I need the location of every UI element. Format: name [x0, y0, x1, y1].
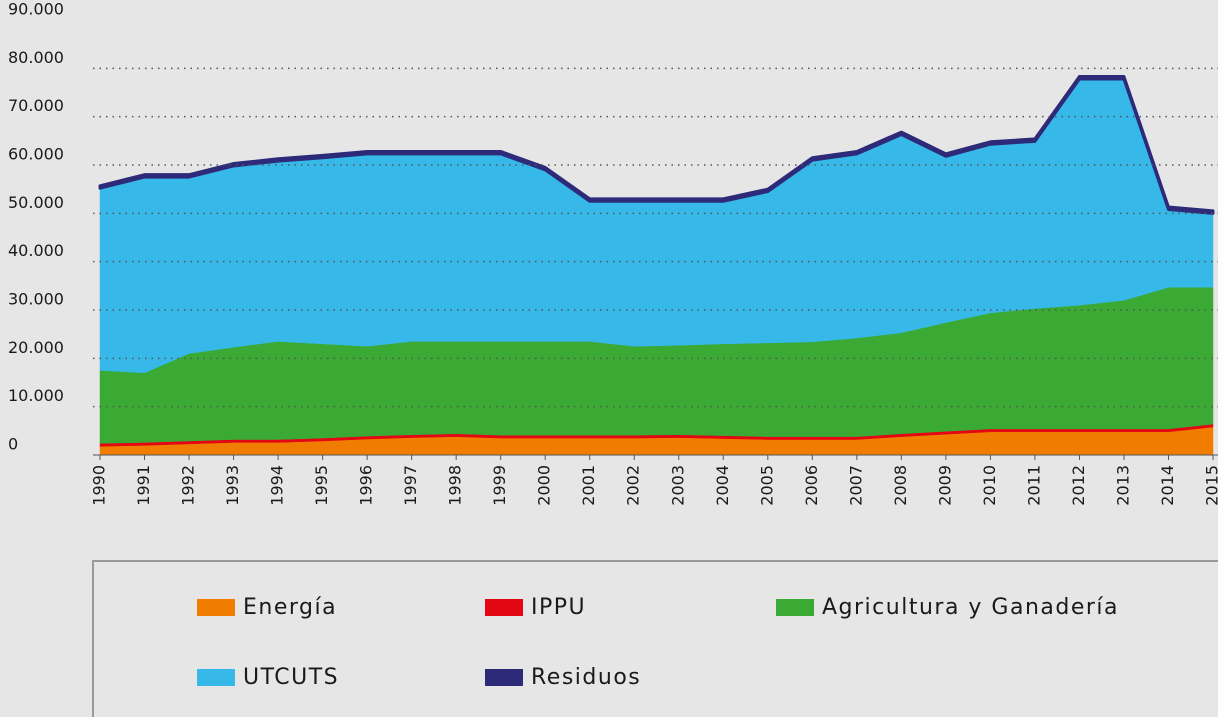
x-tick-label: 2006: [802, 465, 821, 506]
axes: 0 10.000 20.000 30.000 40.000 50.000 60.000 70.…: [8, 0, 1218, 506]
x-tick-label: 2009: [935, 465, 954, 506]
y-tick-label: 60.000: [8, 145, 64, 164]
y-tick-label: 70.000: [8, 96, 64, 115]
x-tick-label: 2002: [624, 465, 643, 506]
y-tick-label: 30.000: [8, 290, 64, 309]
x-tick-label: 1990: [90, 465, 109, 506]
x-tick-label: 1997: [401, 465, 420, 506]
y-tick-label: 90.000: [8, 0, 64, 19]
y-tick-label: 80.000: [8, 48, 64, 67]
legend: Energía IPPU Agricultura y Ganadería UTCUTS…: [197, 595, 1119, 690]
x-tick-label: 1999: [490, 465, 509, 506]
legend-swatch: [776, 599, 814, 616]
x-tick-label: 2011: [1024, 465, 1043, 506]
x-tick-label: 1995: [312, 465, 331, 506]
x-tick-label: 1993: [223, 465, 242, 506]
x-tick-label: 2005: [757, 465, 776, 506]
legend-label: Agricultura y Ganadería: [822, 595, 1119, 620]
legend-swatch: [197, 599, 235, 616]
legend-box: [92, 560, 1218, 717]
legend-label: Residuos: [531, 665, 641, 690]
x-tick-label: 1991: [134, 465, 153, 506]
x-tick-label: 2008: [891, 465, 910, 506]
x-tick-label: 1992: [179, 465, 198, 506]
plot-area: [98, 75, 1215, 456]
y-tick-label: 40.000: [8, 241, 64, 260]
legend-label: Energía: [243, 595, 337, 620]
x-tick-label: 2012: [1069, 465, 1088, 506]
x-tick-label: 2003: [668, 465, 687, 506]
y-tick-label: 0: [8, 435, 18, 454]
x-tick-label: 1994: [268, 465, 287, 506]
y-tick-label: 20.000: [8, 338, 64, 357]
x-tick-label: 2000: [535, 465, 554, 506]
legend-swatch: [197, 669, 235, 686]
legend-swatch: [485, 599, 523, 616]
legend-label: UTCUTS: [243, 665, 339, 690]
x-tick-label: 2013: [1113, 465, 1132, 506]
x-tick-label: 2010: [980, 465, 999, 506]
y-tick-label: 50.000: [8, 193, 64, 212]
legend-label: IPPU: [531, 595, 586, 620]
x-tick-label: 2004: [713, 465, 732, 506]
legend-swatch: [485, 669, 523, 686]
area: [98, 75, 1215, 215]
x-tick-label: 2014: [1158, 465, 1177, 506]
x-tick-label: 2015: [1203, 465, 1218, 506]
y-tick-label: 10.000: [8, 386, 64, 405]
x-tick-label: 1996: [357, 465, 376, 506]
x-tick-label: 1998: [446, 465, 465, 506]
x-tick-label: 2001: [579, 465, 598, 506]
x-tick-label: 2007: [846, 465, 865, 506]
